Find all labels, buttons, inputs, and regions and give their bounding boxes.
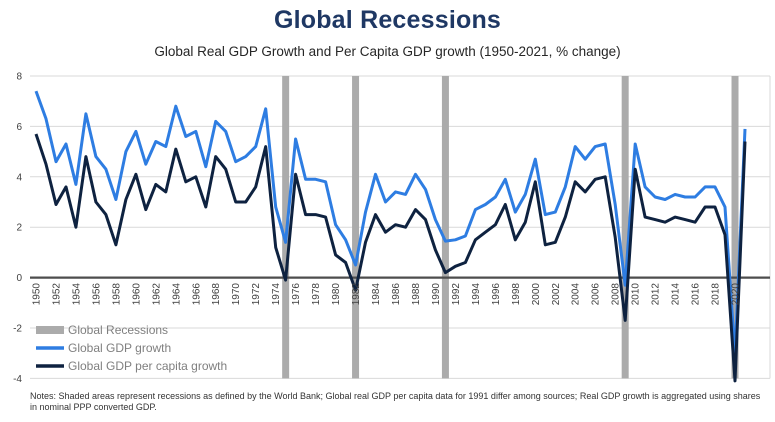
x-axis-label-2006: 2006 bbox=[591, 283, 602, 306]
x-axis-label-1974: 1974 bbox=[271, 283, 282, 306]
y-axis-label--2: -2 bbox=[13, 324, 22, 335]
x-axis-label-1998: 1998 bbox=[511, 283, 522, 306]
x-axis-label-2014: 2014 bbox=[671, 283, 682, 306]
legend-swatch-recessions bbox=[36, 326, 64, 334]
x-axis-label-1988: 1988 bbox=[411, 283, 422, 306]
x-axis-label-1964: 1964 bbox=[171, 283, 182, 306]
recession-band-2020 bbox=[731, 76, 739, 379]
recession-band-1982 bbox=[352, 76, 360, 379]
x-axis-label-1972: 1972 bbox=[251, 283, 262, 306]
x-axis-label-1956: 1956 bbox=[91, 283, 102, 306]
x-axis-label-1954: 1954 bbox=[71, 283, 82, 306]
chart-subtitle: Global Real GDP Growth and Per Capita GD… bbox=[154, 44, 621, 59]
recession-band-1991 bbox=[441, 76, 449, 379]
y-axis-label--4: -4 bbox=[13, 374, 22, 385]
chart-title: Global Recessions bbox=[273, 6, 502, 34]
x-axis-label-1980: 1980 bbox=[331, 283, 342, 306]
x-axis-label-1950: 1950 bbox=[32, 283, 43, 306]
x-axis-label-2012: 2012 bbox=[651, 283, 662, 306]
x-axis-label-1984: 1984 bbox=[371, 283, 382, 306]
x-axis-label-1970: 1970 bbox=[231, 283, 242, 306]
gdp-per-capita-growth-line bbox=[34, 133, 747, 383]
x-axis-label-2000: 2000 bbox=[531, 283, 542, 306]
x-axis-label-1960: 1960 bbox=[131, 283, 142, 306]
y-axis-label-2: 2 bbox=[16, 223, 22, 234]
x-axis-label-1966: 1966 bbox=[191, 283, 202, 306]
x-axis-label-2010: 2010 bbox=[631, 283, 642, 306]
y-axis-label-8: 8 bbox=[16, 72, 22, 83]
y-axis-label-6: 6 bbox=[16, 122, 22, 133]
x-axis-label-1962: 1962 bbox=[151, 283, 162, 306]
x-axis-label-1996: 1996 bbox=[491, 283, 502, 306]
x-axis-label-1994: 1994 bbox=[471, 283, 482, 306]
x-axis-label-1982: 1982 bbox=[351, 283, 362, 306]
x-axis-label-2020: 2020 bbox=[731, 283, 742, 306]
recession-band-2009 bbox=[621, 76, 629, 379]
legend-label-gdp-per-capita-growth: Global GDP per capita growth bbox=[68, 359, 227, 373]
x-axis-label-1990: 1990 bbox=[431, 283, 442, 306]
x-axis-label-1968: 1968 bbox=[211, 283, 222, 306]
x-axis-label-2004: 2004 bbox=[571, 283, 582, 306]
x-axis-label-2008: 2008 bbox=[611, 283, 622, 306]
x-axis-label-1958: 1958 bbox=[111, 283, 122, 306]
y-axis-label-0: 0 bbox=[16, 273, 22, 284]
x-axis-label-1976: 1976 bbox=[291, 283, 302, 306]
legend-label-recessions: Global Recessions bbox=[68, 323, 168, 337]
x-axis-label-1992: 1992 bbox=[451, 283, 462, 306]
x-axis-label-1952: 1952 bbox=[51, 283, 62, 306]
x-axis-label-1986: 1986 bbox=[391, 283, 402, 306]
legend-label-gdp-growth: Global GDP growth bbox=[68, 341, 171, 355]
x-axis-label-2018: 2018 bbox=[711, 283, 722, 306]
chart-notes: Notes: Shaded areas represent recessions… bbox=[30, 391, 761, 412]
x-axis-label-2016: 2016 bbox=[691, 283, 702, 306]
x-axis-label-2002: 2002 bbox=[551, 283, 562, 306]
gdp-growth-line bbox=[34, 90, 747, 358]
x-axis-label-1978: 1978 bbox=[311, 283, 322, 306]
y-axis-label-4: 4 bbox=[16, 172, 22, 183]
